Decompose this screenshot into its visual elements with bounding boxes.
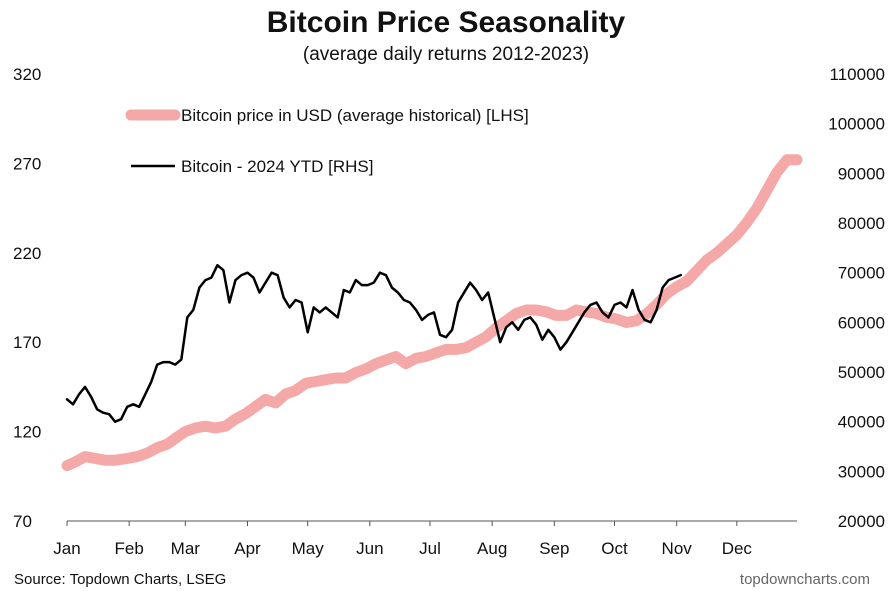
- x-tick-label: Oct: [601, 539, 628, 558]
- chart-title: Bitcoin Price Seasonality: [267, 6, 626, 39]
- left-axis-ticks: 320 270 220 170 120 70: [13, 65, 41, 531]
- x-tick-label: Jan: [53, 539, 80, 558]
- x-tick-label: Dec: [722, 539, 753, 558]
- right-tick-label: 110000: [830, 65, 885, 84]
- legend-label-2024: Bitcoin - 2024 YTD [RHS]: [181, 157, 373, 176]
- right-tick-label: 80000: [838, 214, 885, 233]
- chart-subtitle: (average daily returns 2012-2023): [303, 44, 589, 65]
- x-tick-label: Mar: [171, 539, 201, 558]
- left-tick-label: 120: [13, 423, 41, 442]
- right-tick-label: 60000: [838, 313, 885, 332]
- left-tick-label: 170: [13, 333, 41, 352]
- x-tick-label: Nov: [662, 539, 693, 558]
- right-tick-label: 20000: [838, 512, 885, 531]
- x-tick-label: Feb: [115, 539, 144, 558]
- x-tick-label: Jul: [419, 539, 441, 558]
- left-tick-label: 220: [13, 244, 41, 263]
- series-line-2024-ytd: [65, 263, 682, 423]
- x-tick-label: Jun: [356, 539, 383, 558]
- x-tick-label: May: [292, 539, 325, 558]
- x-tick-label: Apr: [234, 539, 261, 558]
- watermark: topdowncharts.com: [740, 571, 870, 588]
- source-note: Source: Topdown Charts, LSEG: [14, 571, 226, 588]
- right-tick-label: 50000: [838, 363, 885, 382]
- left-tick-label: 70: [13, 512, 32, 531]
- right-tick-label: 40000: [838, 413, 885, 432]
- right-tick-label: 30000: [838, 462, 885, 481]
- series-layer: [61, 154, 803, 472]
- right-tick-label: 90000: [838, 164, 885, 183]
- series-line-historical-average: [61, 154, 803, 472]
- left-tick-label: 270: [13, 154, 41, 173]
- x-tick-label: Sep: [539, 539, 569, 558]
- legend-label-historical: Bitcoin price in USD (average historical…: [181, 106, 529, 125]
- x-tick-label: Aug: [477, 539, 507, 558]
- x-axis-ticks: Jan Feb Mar Apr May Jun Jul Aug Sep Oct Nov Dec: [53, 521, 752, 558]
- right-axis-ticks: 110000 100000 90000 80000 70000 60000 50000 400…: [828, 65, 885, 531]
- right-tick-label: 100000: [828, 115, 885, 134]
- right-tick-label: 70000: [838, 264, 885, 283]
- left-tick-label: 320: [13, 65, 41, 84]
- legend: Bitcoin price in USD (average historical…: [125, 106, 529, 176]
